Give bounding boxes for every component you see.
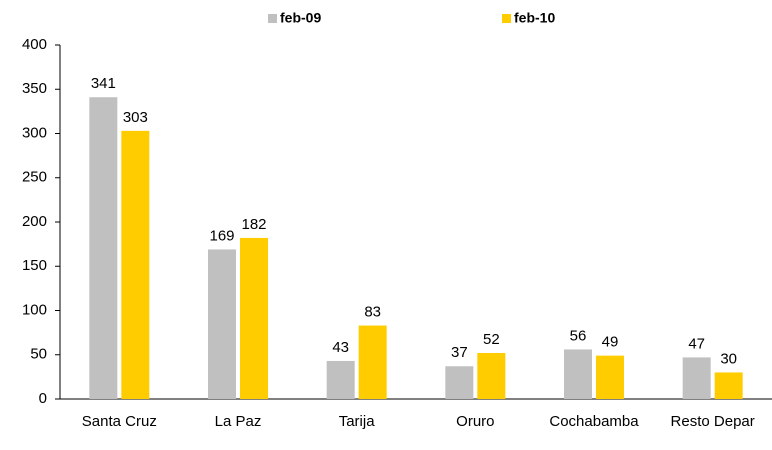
value-label: 47 — [688, 335, 705, 352]
value-label: 182 — [241, 216, 266, 233]
y-tick-label: 400 — [22, 36, 47, 53]
value-label: 37 — [451, 344, 468, 361]
y-tick-label: 200 — [22, 213, 47, 230]
y-tick-label: 50 — [30, 346, 47, 363]
value-label: 341 — [91, 75, 116, 92]
legend-swatch — [502, 14, 511, 23]
y-tick-label: 300 — [22, 124, 47, 141]
value-label: 303 — [123, 109, 148, 126]
y-tick-label: 350 — [22, 80, 47, 97]
bar — [89, 97, 118, 399]
legend-swatch — [268, 14, 277, 23]
x-tick-label: Oruro — [456, 413, 495, 430]
bar — [208, 249, 236, 399]
x-tick-label: Tarija — [338, 413, 375, 430]
x-tick-label: La Paz — [214, 413, 262, 430]
value-label: 43 — [332, 339, 349, 356]
y-tick-label: 250 — [22, 169, 47, 186]
bar — [477, 352, 506, 399]
bar — [121, 130, 150, 399]
value-label: 56 — [570, 327, 587, 344]
bar — [682, 357, 711, 399]
x-tick-label: Cochabamba — [549, 413, 639, 430]
legend-label: feb-10 — [514, 10, 555, 26]
y-tick-label: 0 — [39, 390, 47, 407]
value-label: 52 — [483, 331, 500, 348]
bar — [564, 349, 592, 399]
bar — [445, 366, 474, 399]
bar — [358, 325, 387, 399]
x-tick-label: Santa Cruz — [81, 413, 157, 430]
bar — [240, 237, 268, 399]
value-label: 49 — [602, 334, 619, 351]
y-tick-label: 150 — [22, 257, 47, 274]
value-label: 83 — [364, 304, 381, 321]
value-label: 169 — [209, 227, 234, 244]
bar — [714, 372, 743, 399]
bar — [596, 355, 624, 399]
legend-label: feb-09 — [280, 10, 321, 26]
bar — [326, 360, 355, 399]
x-tick-label: Resto Depar — [670, 413, 755, 430]
value-label: 30 — [720, 350, 737, 367]
y-tick-label: 100 — [22, 301, 47, 318]
